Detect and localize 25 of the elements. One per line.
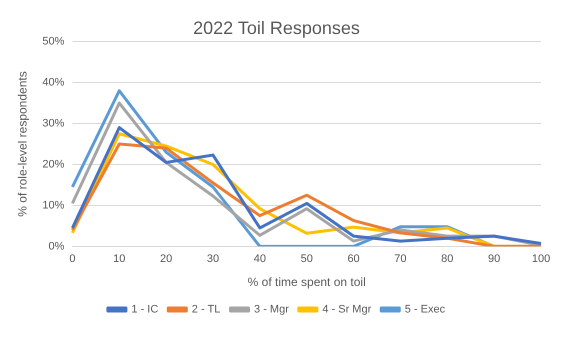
x-tick-label: 70 [394,253,407,266]
y-tick-label: 40% [42,76,65,89]
x-tick-label: 60 [347,253,360,266]
y-axis-title: % of role-level respondents [16,71,30,217]
x-tick-label: 20 [160,253,172,266]
y-tick-label: 30% [42,118,65,130]
x-axis-title: % of time spent on toil [248,275,366,290]
legend-label: 1 - IC [131,304,158,316]
chart-title: 2022 Toil Responses [193,18,360,38]
x-tick-label: 100 [532,253,550,266]
y-tick-label: 20% [42,158,65,171]
legend-label: 3 - Mgr [254,304,290,316]
legend-label: 4 - Sr Mgr [322,304,372,316]
x-tick-label: 50 [300,253,313,266]
x-tick-label: 30 [206,253,220,266]
x-tick-label: 0 [69,253,76,266]
y-tick-label: 50% [42,36,65,48]
x-tick-label: 80 [441,253,454,266]
x-tick-label: 40 [254,253,266,266]
y-tick-label: 10% [42,199,65,212]
legend-label: 5 - Exec [404,304,446,316]
legend-label: 2 - TL [192,304,220,316]
y-tick-label: 0% [48,240,65,252]
x-tick-label: 10 [113,253,126,266]
x-tick-label: 90 [488,253,500,266]
